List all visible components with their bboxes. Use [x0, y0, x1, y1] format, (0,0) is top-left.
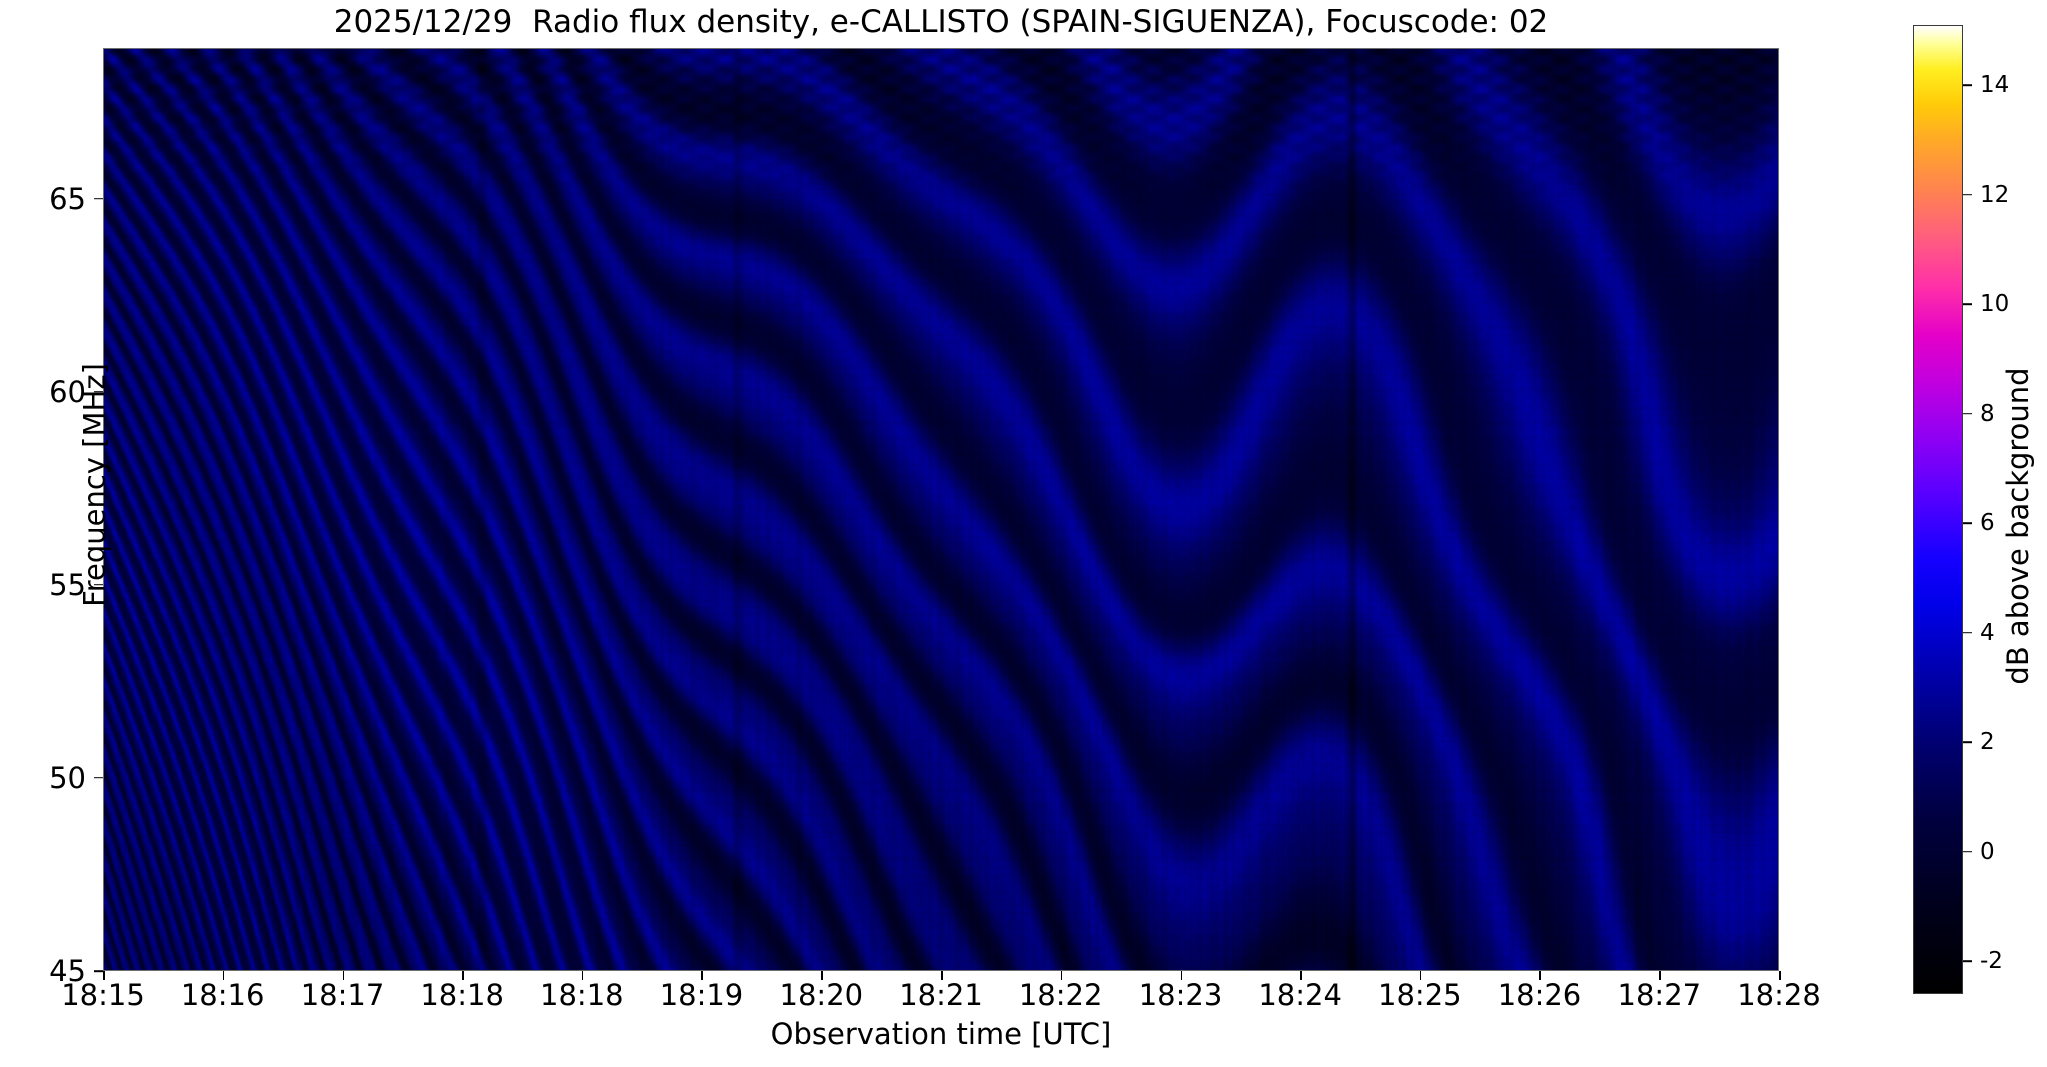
x-tick-mark: [103, 971, 105, 980]
x-tick-mark: [941, 971, 943, 980]
x-tick-label: 18:18: [540, 978, 624, 1012]
x-tick-mark: [222, 971, 225, 980]
x-tick-mark: [462, 971, 464, 980]
colorbar-tick-label: 14: [1980, 72, 2010, 99]
x-tick-label: 18:15: [61, 978, 145, 1012]
page-title: 2025/12/29 Radio flux density, e-CALLIST…: [333, 4, 1549, 40]
colorbar-tick-mark: [1963, 84, 1972, 87]
colorbar-tick-mark: [1963, 522, 1972, 524]
colorbar-tick-label: 6: [1980, 510, 1995, 537]
y-tick-mark: [94, 197, 103, 200]
y-tick-label: 50: [49, 760, 86, 795]
colorbar-tick-label: 0: [1980, 838, 1995, 865]
x-tick-mark: [1300, 971, 1302, 980]
x-tick-label: 18:21: [899, 978, 983, 1012]
y-axis-label: Frequency [MHz]: [77, 363, 112, 607]
colorbar-tick-mark: [1963, 631, 1972, 634]
colorbar[interactable]: [1913, 25, 1963, 994]
y-tick-mark: [94, 970, 103, 972]
y-tick-mark: [94, 584, 103, 586]
y-tick-label: 45: [49, 954, 86, 988]
x-tick-label: 18:18: [420, 978, 504, 1012]
colorbar-tick-label: 12: [1980, 181, 2010, 208]
y-tick-label: 60: [49, 374, 86, 409]
x-tick-mark: [342, 971, 345, 980]
x-tick-mark: [581, 971, 584, 980]
x-tick-mark: [1779, 971, 1781, 980]
x-tick-label: 18:19: [659, 978, 744, 1012]
x-tick-label: 18:28: [1737, 978, 1821, 1012]
x-axis-label: Observation time [UTC]: [770, 1017, 1112, 1051]
x-tick-label: 18:25: [1378, 978, 1462, 1012]
x-tick-label: 18:16: [180, 978, 265, 1012]
x-tick-mark: [1419, 971, 1422, 980]
colorbar-label: dB above background: [2001, 367, 2035, 685]
spectrogram-heatmap: [104, 49, 1778, 970]
colorbar-tick-mark: [1963, 193, 1972, 196]
spectrogram-plot-area[interactable]: [103, 48, 1779, 971]
x-tick-mark: [1060, 971, 1063, 980]
colorbar-tick-mark: [1963, 303, 1972, 305]
colorbar-tick-mark: [1963, 850, 1972, 853]
x-tick-mark: [1659, 971, 1661, 980]
x-tick-label: 18:17: [300, 978, 385, 1012]
y-tick-label: 55: [49, 567, 86, 602]
colorbar-tick-mark: [1963, 960, 1972, 962]
y-tick-label: 65: [49, 181, 86, 216]
x-tick-label: 18:20: [779, 978, 864, 1012]
colorbar-gradient: [1914, 26, 1962, 993]
x-tick-mark: [821, 971, 823, 980]
y-tick-mark: [94, 777, 103, 779]
x-tick-label: 18:26: [1497, 978, 1582, 1012]
colorbar-tick-mark: [1963, 741, 1972, 743]
x-tick-mark: [701, 971, 704, 980]
y-tick-mark: [94, 390, 103, 393]
colorbar-tick-label: 4: [1980, 619, 1995, 646]
colorbar-tick-label: 8: [1980, 400, 1995, 427]
colorbar-tick-label: 2: [1980, 729, 1995, 756]
colorbar-tick-label: -2: [1980, 948, 2003, 975]
x-tick-label: 18:23: [1138, 978, 1223, 1012]
x-tick-label: 18:22: [1018, 978, 1103, 1012]
x-tick-label: 18:27: [1617, 978, 1702, 1012]
colorbar-tick-label: 10: [1980, 291, 2010, 318]
colorbar-tick-mark: [1963, 412, 1972, 415]
x-tick-mark: [1180, 971, 1183, 980]
x-tick-mark: [1539, 971, 1542, 980]
x-tick-label: 18:24: [1258, 978, 1342, 1012]
